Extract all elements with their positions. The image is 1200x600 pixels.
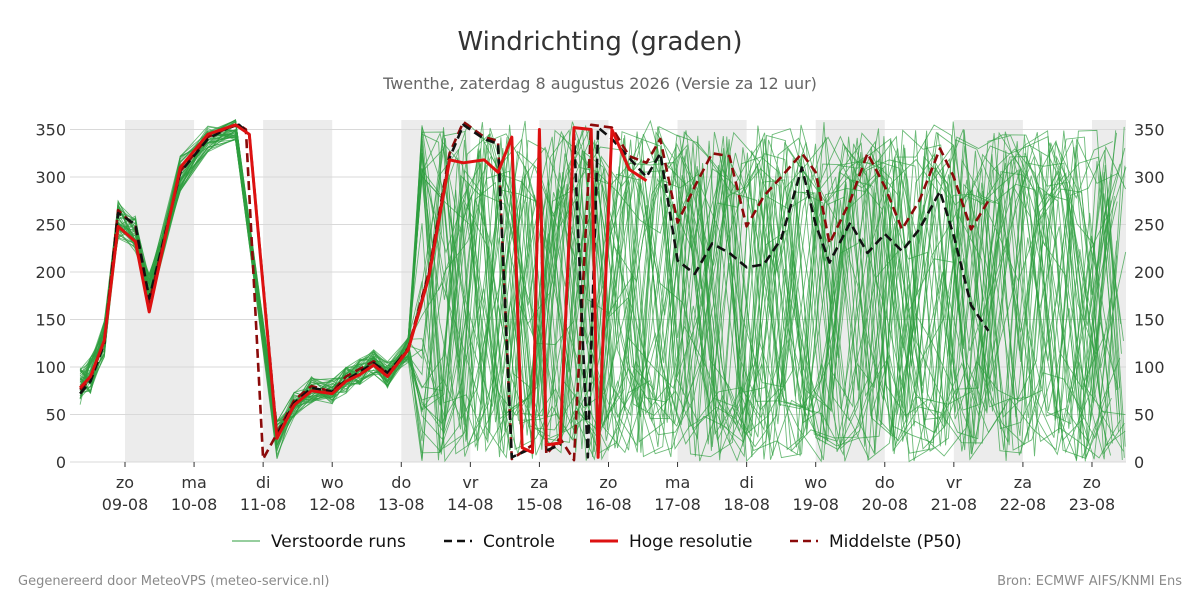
x-tick-date: 12-08 bbox=[309, 495, 356, 514]
ensemble-runs bbox=[79, 118, 1127, 463]
y-tick-label: 100 bbox=[35, 358, 66, 377]
x-tick-date: 23-08 bbox=[1069, 495, 1116, 514]
x-tick-date: 10-08 bbox=[171, 495, 218, 514]
y-axis-left: 0 50 100 150 200 250 300 350 bbox=[35, 121, 66, 473]
x-tick-date: 17-08 bbox=[654, 495, 701, 514]
x-tick-day: zo bbox=[116, 473, 134, 492]
legend-label: Controle bbox=[483, 532, 555, 552]
x-tick-day: do bbox=[875, 473, 895, 492]
x-tick-date: 13-08 bbox=[378, 495, 425, 514]
x-tick-date: 18-08 bbox=[723, 495, 770, 514]
y-tick-label: 150 bbox=[35, 311, 66, 330]
ensemble-run-line bbox=[79, 118, 1112, 458]
x-axis: zo 09-08 ma 10-08 di 11-08 wo 12-08 do 13-08 vr 14-… bbox=[102, 462, 1115, 514]
x-tick-day: di bbox=[739, 473, 754, 492]
y-tick-label: 150 bbox=[1134, 311, 1165, 330]
x-tick-day: ma bbox=[665, 473, 690, 492]
legend-label: Middelste (P50) bbox=[829, 532, 962, 552]
ensemble-run-line bbox=[79, 120, 1126, 460]
legend: Verstoorde runs Controle Hoge resolutie Mid… bbox=[232, 532, 962, 552]
x-tick-date: 15-08 bbox=[516, 495, 563, 514]
x-tick-day: vr bbox=[462, 473, 478, 492]
x-tick-day: do bbox=[391, 473, 411, 492]
x-tick-date: 21-08 bbox=[931, 495, 978, 514]
y-tick-label: 250 bbox=[35, 216, 66, 235]
legend-label: Hoge resolutie bbox=[629, 532, 753, 552]
x-tick-day: wo bbox=[321, 473, 344, 492]
y-tick-label: 300 bbox=[35, 168, 66, 187]
y-tick-label: 100 bbox=[1134, 358, 1165, 377]
x-tick-date: 14-08 bbox=[447, 495, 494, 514]
y-tick-label: 50 bbox=[1134, 406, 1154, 425]
x-tick-day: di bbox=[256, 473, 271, 492]
y-tick-label: 250 bbox=[1134, 216, 1165, 235]
footer-source: Bron: ECMWF AIFS/KNMI Ens bbox=[997, 574, 1182, 589]
y-tick-label: 0 bbox=[56, 453, 66, 472]
y-tick-label: 200 bbox=[1134, 263, 1165, 282]
main-series bbox=[78, 120, 990, 462]
x-tick-day: zo bbox=[599, 473, 617, 492]
x-tick-date: 20-08 bbox=[862, 495, 909, 514]
y-tick-label: 350 bbox=[1134, 121, 1165, 140]
y-tick-label: 50 bbox=[46, 406, 66, 425]
ensemble-run-line bbox=[79, 130, 1122, 452]
legend-label: Verstoorde runs bbox=[271, 532, 406, 552]
x-tick-date: 16-08 bbox=[585, 495, 632, 514]
x-tick-day: wo bbox=[804, 473, 827, 492]
chart-title: Windrichting (graden) bbox=[457, 27, 742, 57]
y-tick-label: 200 bbox=[35, 263, 66, 282]
series-line-hoge-resolutie bbox=[78, 123, 648, 459]
footer-generated-by: Gegenereerd door MeteoVPS (meteo-service… bbox=[18, 574, 329, 589]
y-tick-label: 300 bbox=[1134, 168, 1165, 187]
x-tick-date: 09-08 bbox=[102, 495, 149, 514]
x-tick-day: za bbox=[530, 473, 548, 492]
x-tick-date: 19-08 bbox=[792, 495, 839, 514]
y-axis-right: 0 50 100 150 200 250 300 350 bbox=[1134, 121, 1165, 473]
x-tick-date: 11-08 bbox=[240, 495, 287, 514]
chart-subtitle: Twenthe, zaterdag 8 augustus 2026 (Versi… bbox=[382, 74, 817, 93]
x-tick-day: ma bbox=[181, 473, 206, 492]
x-tick-date: 22-08 bbox=[1000, 495, 1047, 514]
x-tick-day: vr bbox=[946, 473, 962, 492]
x-tick-day: za bbox=[1014, 473, 1032, 492]
y-tick-label: 0 bbox=[1134, 453, 1144, 472]
y-tick-label: 350 bbox=[35, 121, 66, 140]
x-tick-day: zo bbox=[1083, 473, 1101, 492]
